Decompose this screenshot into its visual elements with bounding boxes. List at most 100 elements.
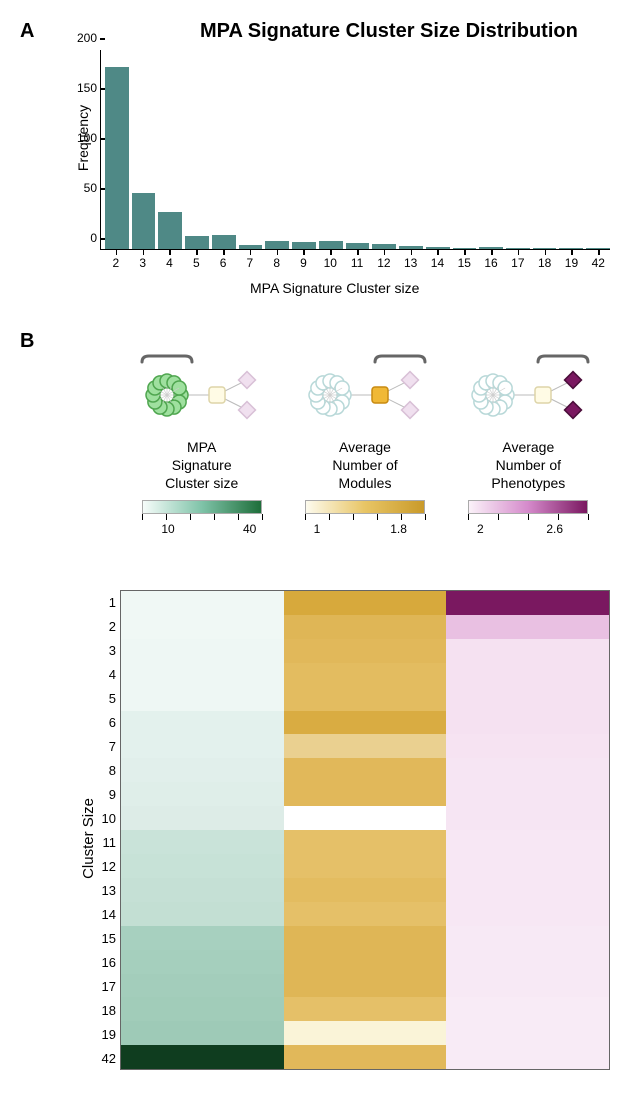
heatmap-cell <box>446 758 609 782</box>
x-tick-label: 12 <box>372 250 396 270</box>
heatmap-row-label: 17 <box>88 974 116 998</box>
heatmap-row-label: 12 <box>88 854 116 878</box>
heatmap-cell <box>121 615 284 639</box>
heatmap-cell <box>284 758 447 782</box>
heatmap-row-label: 18 <box>88 998 116 1022</box>
x-tick-label: 9 <box>292 250 316 270</box>
bar <box>426 247 450 249</box>
x-axis-label: MPA Signature Cluster size <box>250 280 419 296</box>
panel-a: A MPA Signature Cluster Size Distributio… <box>20 20 610 300</box>
heatmap-cell <box>121 926 284 950</box>
heatmap-cell <box>284 854 447 878</box>
heatmap-row-label: 10 <box>88 806 116 830</box>
bar <box>372 244 396 249</box>
legend-cell: AverageNumber ofPhenotypes22.6 <box>447 350 610 538</box>
heatmap-cell <box>121 854 284 878</box>
color-scale <box>305 500 425 514</box>
bar <box>506 248 530 249</box>
heatmap-cell <box>121 782 284 806</box>
heatmap-cell <box>121 734 284 758</box>
y-ticks: 050100150200 <box>62 50 97 250</box>
bar <box>346 243 370 249</box>
heatmap-cell <box>446 591 609 615</box>
bar <box>453 248 477 249</box>
x-tick-label: 18 <box>533 250 557 270</box>
heatmap-row-label: 5 <box>88 686 116 710</box>
heatmap-row-labels: 1234567891011121314151617181942 <box>88 590 116 1070</box>
x-tick-label: 17 <box>506 250 530 270</box>
legend-row: MPASignatureCluster size1040 AverageNumb… <box>120 350 610 538</box>
x-tick-label: 6 <box>211 250 235 270</box>
heatmap-cell <box>284 782 447 806</box>
heatmap-cell <box>121 1021 284 1045</box>
heatmap-cell <box>284 615 447 639</box>
bar <box>292 242 316 249</box>
color-scale <box>468 500 588 514</box>
heatmap-column <box>121 591 284 1069</box>
heatmap-cell <box>121 1045 284 1069</box>
heatmap-row-label: 7 <box>88 734 116 758</box>
heatmap-row-label: 8 <box>88 758 116 782</box>
heatmap-cell <box>446 950 609 974</box>
bar <box>158 212 182 249</box>
heatmap-cell <box>284 830 447 854</box>
heatmap-column <box>446 591 609 1069</box>
heatmap-cell <box>446 878 609 902</box>
x-tick-label: 16 <box>479 250 503 270</box>
heatmap-cell <box>446 711 609 735</box>
bar <box>239 245 263 249</box>
x-tick-label: 7 <box>238 250 262 270</box>
bar <box>479 247 503 249</box>
x-tick-label: 10 <box>318 250 342 270</box>
legend-cell: MPASignatureCluster size1040 <box>120 350 283 538</box>
panel-b-label: B <box>20 330 34 353</box>
bar <box>533 248 557 249</box>
bar <box>586 248 610 249</box>
heatmap-cell <box>284 687 447 711</box>
bar <box>265 241 289 249</box>
scale-labels: 11.8 <box>305 522 425 538</box>
heatmap-cell <box>121 830 284 854</box>
heatmap-row-label: 13 <box>88 878 116 902</box>
heatmap-row-label: 11 <box>88 830 116 854</box>
heatmap-cell <box>121 639 284 663</box>
heatmap-cell <box>446 854 609 878</box>
heatmap-cell <box>284 950 447 974</box>
heatmap-cell <box>121 974 284 998</box>
bar <box>319 241 343 249</box>
heatmap-row-label: 6 <box>88 710 116 734</box>
legend-cell: AverageNumber ofModules11.8 <box>283 350 446 538</box>
heatmap-cell <box>284 1045 447 1069</box>
heatmap-cell <box>446 1045 609 1069</box>
x-tick-label: 42 <box>586 250 610 270</box>
x-tick-label: 4 <box>158 250 182 270</box>
x-tick-label: 11 <box>345 250 369 270</box>
y-tick-label: 150 <box>62 82 97 94</box>
heatmap-cell <box>121 878 284 902</box>
heatmap-row-label: 3 <box>88 638 116 662</box>
heatmap-cell <box>446 1021 609 1045</box>
heatmap-cell <box>121 950 284 974</box>
heatmap-cell <box>446 974 609 998</box>
panel-b: B MPASignatureCluster size1040 AverageNu… <box>20 330 610 1090</box>
heatmap-cell <box>446 615 609 639</box>
bar <box>212 235 236 249</box>
heatmap-cell <box>121 687 284 711</box>
heatmap-cell <box>284 591 447 615</box>
heatmap-row-label: 2 <box>88 614 116 638</box>
heatmap-cell <box>446 997 609 1021</box>
heatmap-cell <box>446 782 609 806</box>
heatmap-cell <box>284 997 447 1021</box>
x-tick-label: 13 <box>399 250 423 270</box>
x-tick-label: 15 <box>452 250 476 270</box>
heatmap-cell <box>446 830 609 854</box>
y-tick-label: 50 <box>62 182 97 194</box>
x-ticks: 234567891011121314151617181942 <box>100 250 610 270</box>
heatmap <box>120 590 610 1070</box>
heatmap-row-label: 1 <box>88 590 116 614</box>
y-tick-label: 200 <box>62 32 97 44</box>
heatmap-cell <box>446 806 609 830</box>
bar <box>399 246 423 249</box>
bar-chart: 050100150200 234567891011121314151617181… <box>100 50 610 250</box>
heatmap-cell <box>284 902 447 926</box>
